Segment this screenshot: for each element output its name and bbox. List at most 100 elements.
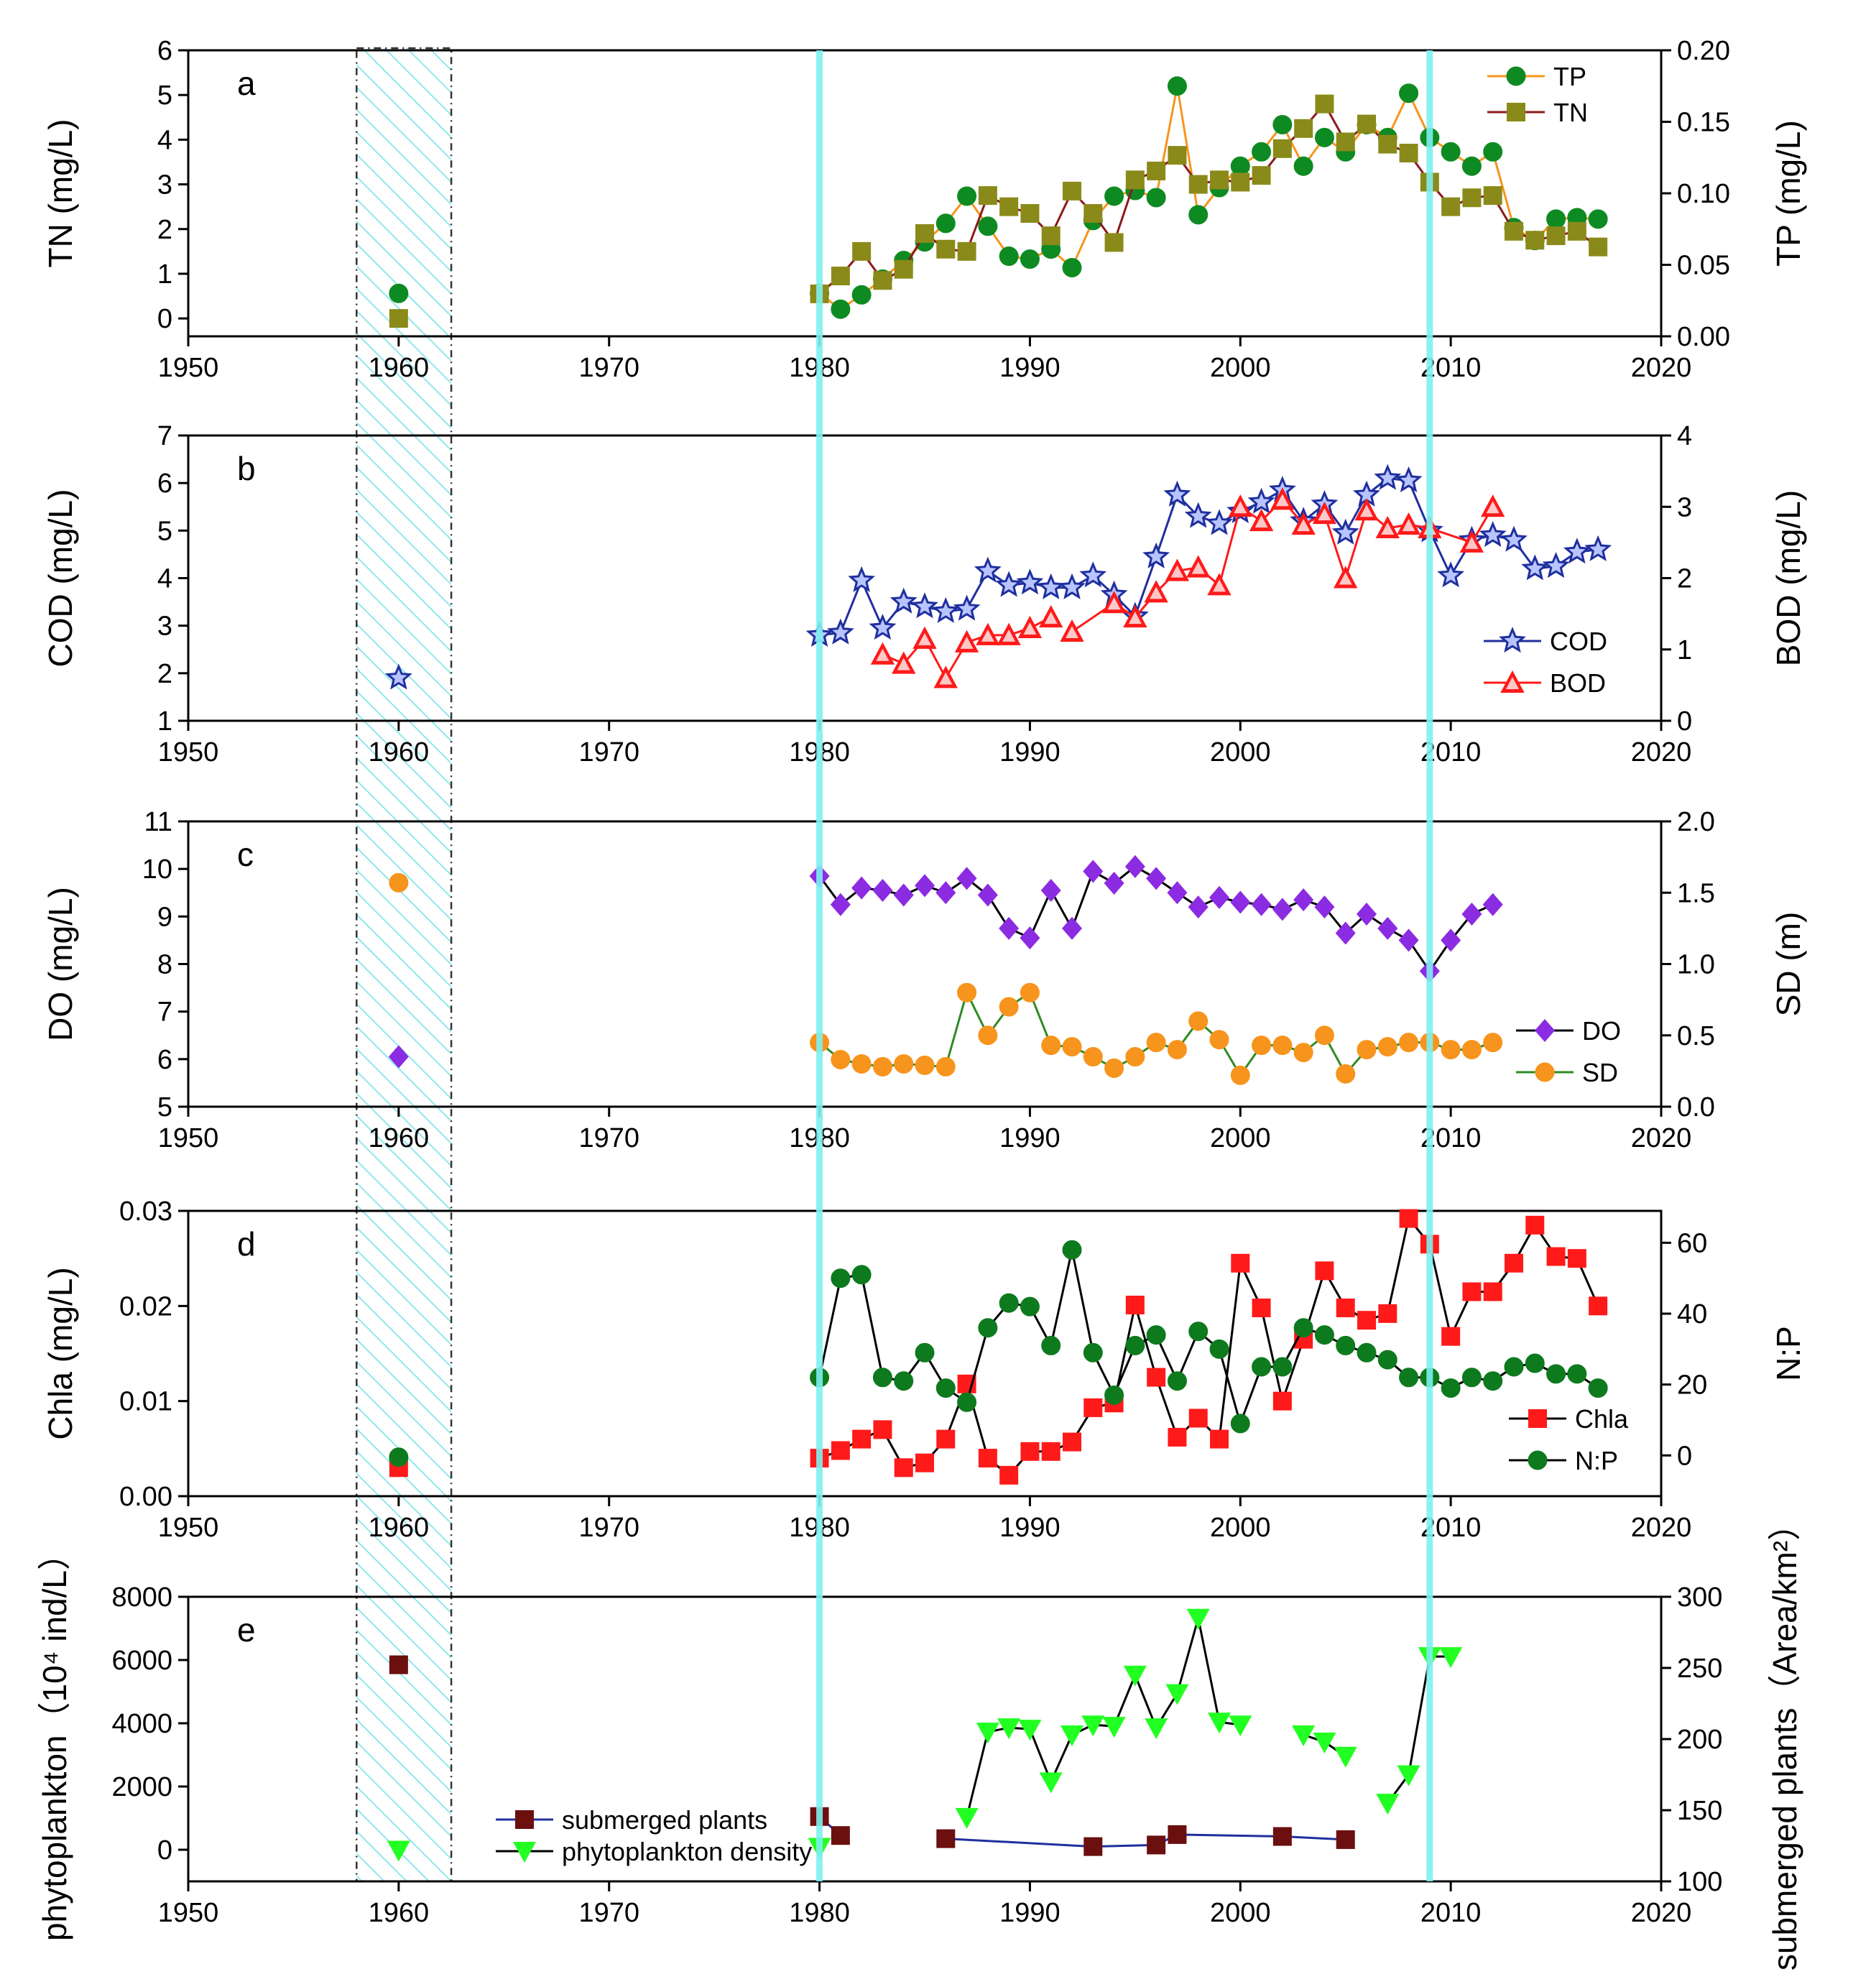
- data-point: [1230, 1414, 1250, 1434]
- y-tick-label: 0.00: [119, 1482, 172, 1512]
- data-point: [978, 216, 998, 236]
- data-point: [1357, 1040, 1377, 1060]
- data-point: [1588, 1378, 1608, 1398]
- legend-marker-b-1-inner: [1506, 677, 1519, 689]
- data-point: [1483, 1033, 1503, 1053]
- legend-marker-e-0: [515, 1810, 534, 1829]
- data-point: [1563, 538, 1591, 564]
- data-point: [1209, 1030, 1229, 1050]
- data-point: [387, 1840, 410, 1862]
- data-point: [1437, 561, 1465, 588]
- data-point: [1062, 916, 1082, 940]
- y2-tick-label: 150: [1677, 1796, 1722, 1826]
- data-point: [915, 223, 934, 243]
- data-point: [1168, 146, 1187, 165]
- data-point: [1314, 1325, 1334, 1345]
- x-tick-label: 2000: [1210, 1513, 1271, 1543]
- series-line: [819, 476, 1599, 637]
- y-tick-label: 0: [157, 1835, 172, 1866]
- y-tick-label: 6: [157, 1045, 172, 1075]
- data-point: [831, 299, 851, 319]
- data-point: [1334, 1746, 1357, 1768]
- data-point: [1399, 83, 1419, 103]
- y-tick-label: 3: [157, 170, 172, 200]
- data-point: [1399, 1209, 1418, 1228]
- data-point: [1546, 226, 1566, 246]
- data-point: [1146, 188, 1166, 208]
- data-point: [826, 618, 854, 645]
- data-point: [1397, 1765, 1420, 1787]
- data-point: [873, 271, 892, 290]
- data-point: [1521, 554, 1549, 581]
- data-point-inner: [1191, 561, 1205, 574]
- data-point: [1336, 1064, 1356, 1084]
- x-tick-label: 1960: [369, 737, 430, 767]
- series-tp: [389, 76, 1608, 319]
- data-point: [831, 267, 850, 286]
- y-tick-label: 0.02: [119, 1291, 172, 1322]
- data-point-inner: [1023, 622, 1037, 635]
- legend-marker-e-1: [513, 1842, 536, 1863]
- data-point: [1336, 1830, 1355, 1849]
- legend-marker-c-1: [1535, 1062, 1555, 1082]
- data-point: [1357, 1311, 1376, 1330]
- data-point: [1441, 1378, 1461, 1398]
- data-point: [1188, 1011, 1209, 1031]
- data-point: [1374, 464, 1402, 490]
- data-point: [1104, 872, 1124, 895]
- data-point: [1483, 1282, 1502, 1301]
- data-point: [935, 1378, 956, 1398]
- y-tick-label: 6: [157, 469, 172, 499]
- data-point: [1167, 1040, 1187, 1060]
- data-point: [1230, 1065, 1250, 1085]
- y2-tick-label: 40: [1677, 1299, 1707, 1329]
- data-point: [1483, 142, 1503, 162]
- y-axis-label: DO (mg/L): [42, 887, 79, 1041]
- data-point-inner: [939, 672, 953, 685]
- data-point: [1188, 175, 1208, 194]
- data-point: [1229, 1715, 1252, 1737]
- y2-tick-label: 1: [1677, 635, 1692, 665]
- data-point: [1441, 142, 1461, 162]
- data-point: [1125, 1296, 1145, 1315]
- data-point: [978, 1318, 998, 1338]
- data-point: [915, 874, 935, 898]
- data-point: [997, 1718, 1021, 1740]
- data-point-inner: [876, 648, 890, 661]
- plot-frame-d: [187, 1209, 1663, 1498]
- series-submerged-plants: [389, 1655, 1355, 1856]
- data-point: [1083, 1342, 1103, 1363]
- y-tick-label: 5: [157, 80, 172, 111]
- data-point: [1102, 1717, 1126, 1738]
- y2-tick-label: 0.00: [1677, 322, 1730, 352]
- x-tick-label: 2020: [1631, 1898, 1692, 1928]
- data-point: [999, 246, 1019, 267]
- legend-marker-a-0: [1506, 66, 1526, 86]
- data-point: [851, 1054, 872, 1074]
- data-point: [1461, 903, 1482, 926]
- x-tick-label: 1970: [578, 1123, 639, 1153]
- data-point: [389, 309, 408, 328]
- panel-letter: b: [237, 450, 256, 487]
- data-point-inner: [1486, 501, 1500, 514]
- y-tick-label: 2: [157, 659, 172, 689]
- data-point: [1142, 542, 1170, 568]
- data-point: [1104, 1058, 1124, 1078]
- y2-tick-label: 0.0: [1677, 1092, 1715, 1122]
- data-point: [1104, 186, 1124, 206]
- y-tick-label: 6: [157, 36, 172, 66]
- data-point: [851, 876, 872, 900]
- data-point: [894, 1458, 913, 1477]
- data-point: [873, 1420, 892, 1439]
- legend-marker-a-1: [1507, 103, 1525, 121]
- data-point-inner: [1128, 612, 1142, 624]
- data-point: [1377, 1350, 1397, 1370]
- data-point: [1294, 119, 1313, 138]
- data-point: [1188, 205, 1209, 225]
- data-point: [1314, 1025, 1334, 1046]
- data-point: [1079, 561, 1107, 588]
- data-point: [1062, 1240, 1082, 1260]
- y-tick-label: 2: [157, 215, 172, 245]
- y-tick-label: 7: [157, 997, 172, 1028]
- data-point: [1165, 1684, 1189, 1705]
